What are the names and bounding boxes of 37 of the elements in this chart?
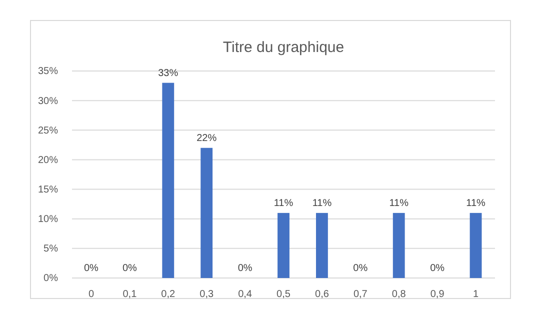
y-tick-label: 10% (38, 214, 58, 226)
chart-title: Titre du graphique (222, 39, 344, 56)
data-label: 11% (312, 198, 332, 209)
x-tick-label: 0,5 (276, 289, 291, 300)
y-tick-label: 0% (44, 273, 58, 284)
x-tick-label: 0 (88, 289, 94, 300)
bar (316, 212, 328, 278)
x-tick-label: 1 (472, 289, 479, 300)
data-label: 22% (196, 132, 217, 144)
x-tick-label: 0,2 (161, 289, 176, 300)
x-tick-label: 0,6 (315, 289, 330, 300)
y-tick-label: 35% (38, 66, 58, 78)
y-tick-label: 25% (38, 125, 58, 136)
x-tick-label: 0,1 (122, 289, 138, 300)
bar (470, 212, 482, 278)
y-tick-label: 5% (44, 244, 58, 255)
data-label: 0% (122, 263, 138, 274)
y-tick-label: 15% (38, 184, 58, 196)
x-tick-label: 0,9 (430, 289, 445, 300)
data-label: 0% (84, 263, 99, 274)
data-label: 0% (238, 263, 252, 274)
bar (200, 148, 213, 278)
data-label: 0% (430, 263, 445, 274)
y-tick-label: 20% (38, 154, 58, 166)
data-label: 11% (389, 198, 409, 209)
data-label: 0% (353, 263, 368, 274)
x-tick-label: 0,3 (200, 289, 214, 300)
bar (278, 212, 290, 278)
bar (392, 212, 405, 278)
x-tick-label: 0,8 (392, 289, 406, 300)
data-label: 11% (466, 198, 486, 209)
bar (162, 82, 174, 278)
y-tick-label: 30% (38, 96, 58, 107)
data-label: 11% (274, 198, 294, 209)
x-tick-label: 0,4 (238, 289, 252, 300)
x-tick-label: 0,7 (353, 289, 368, 300)
data-label: 33% (158, 68, 178, 79)
